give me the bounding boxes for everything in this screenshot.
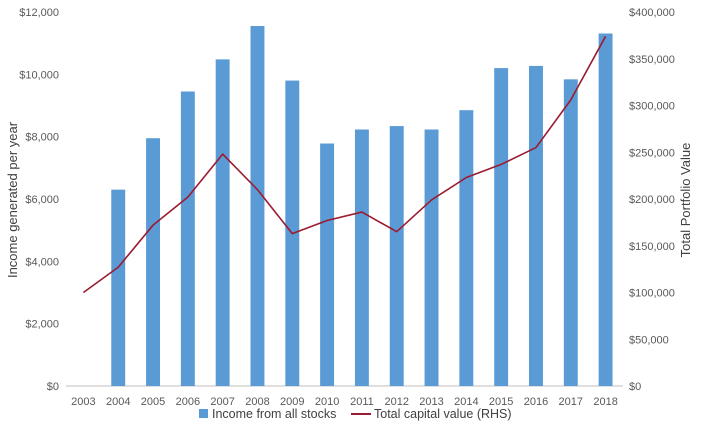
income-bar bbox=[459, 110, 474, 387]
right-tick-label: $50,000 bbox=[629, 334, 669, 346]
x-tick-label: 2008 bbox=[245, 396, 269, 408]
x-tick-label: 2018 bbox=[593, 396, 617, 408]
left-y-axis: $0 $2,000 $4,000 $6,000 $8,000 $10,000 $12,000 bbox=[19, 7, 59, 393]
right-tick-label: $100,000 bbox=[629, 288, 675, 300]
income-bar bbox=[146, 138, 160, 386]
income-bar bbox=[389, 126, 404, 386]
left-tick-label: $0 bbox=[47, 381, 59, 393]
left-tick-label: $12,000 bbox=[19, 7, 59, 19]
capital-value-line bbox=[82, 35, 607, 294]
legend-bar-swatch bbox=[199, 409, 208, 418]
income-bar bbox=[494, 68, 509, 386]
right-tick-label: $250,000 bbox=[629, 147, 675, 159]
legend: Income from all stocks Total capital val… bbox=[199, 407, 512, 421]
right-tick-label: $400,000 bbox=[629, 7, 675, 19]
left-tick-label: $10,000 bbox=[19, 69, 59, 81]
left-tick-label: $8,000 bbox=[25, 132, 59, 144]
income-bar bbox=[598, 33, 613, 386]
income-bar bbox=[250, 26, 265, 387]
x-tick-label: 2005 bbox=[141, 396, 165, 408]
income-bar bbox=[354, 129, 369, 386]
income-bar bbox=[215, 59, 230, 387]
left-tick-label: $4,000 bbox=[25, 256, 59, 268]
x-tick-label: 2003 bbox=[71, 396, 95, 408]
left-tick-label: $6,000 bbox=[25, 194, 59, 206]
right-axis-title: Total Portfolio Value bbox=[678, 143, 693, 258]
x-tick-label: 2007 bbox=[210, 396, 234, 408]
right-tick-label: $350,000 bbox=[629, 54, 675, 66]
right-tick-label: $200,000 bbox=[629, 194, 675, 206]
x-axis: 2003 2004 2005 2006 2007 2008 2009 2010 2011 2012… bbox=[71, 396, 618, 408]
left-axis-title: Income generated per year bbox=[5, 121, 20, 278]
right-tick-label: $300,000 bbox=[629, 101, 675, 113]
x-tick-label: 2014 bbox=[454, 396, 478, 408]
income-bar bbox=[529, 65, 543, 387]
legend-income-label: Income from all stocks bbox=[212, 407, 336, 421]
x-tick-label: 2004 bbox=[106, 396, 130, 408]
right-tick-label: $0 bbox=[629, 381, 641, 393]
x-tick-label: 2016 bbox=[524, 396, 548, 408]
income-bar bbox=[424, 129, 439, 386]
capital-value-line-path bbox=[82, 35, 607, 294]
x-tick-label: 2017 bbox=[559, 396, 583, 408]
x-tick-label: 2011 bbox=[350, 396, 374, 408]
x-tick-label: 2012 bbox=[384, 396, 408, 408]
legend-capital-label: Total capital value (RHS) bbox=[374, 407, 512, 421]
income-bar bbox=[180, 91, 195, 386]
left-tick-label: $2,000 bbox=[25, 319, 59, 331]
right-tick-label: $150,000 bbox=[629, 241, 675, 253]
income-bars bbox=[111, 26, 613, 387]
x-tick-label: 2010 bbox=[315, 396, 339, 408]
x-tick-label: 2006 bbox=[176, 396, 200, 408]
x-tick-label: 2013 bbox=[419, 396, 443, 408]
income-bar bbox=[563, 79, 578, 386]
right-y-axis: $0 $50,000 $100,000 $150,000 $200,000 $250,00… bbox=[629, 7, 675, 393]
income-bar bbox=[111, 189, 126, 386]
income-bar bbox=[320, 143, 335, 386]
x-tick-label: 2009 bbox=[280, 396, 304, 408]
x-tick-label: 2015 bbox=[489, 396, 513, 408]
